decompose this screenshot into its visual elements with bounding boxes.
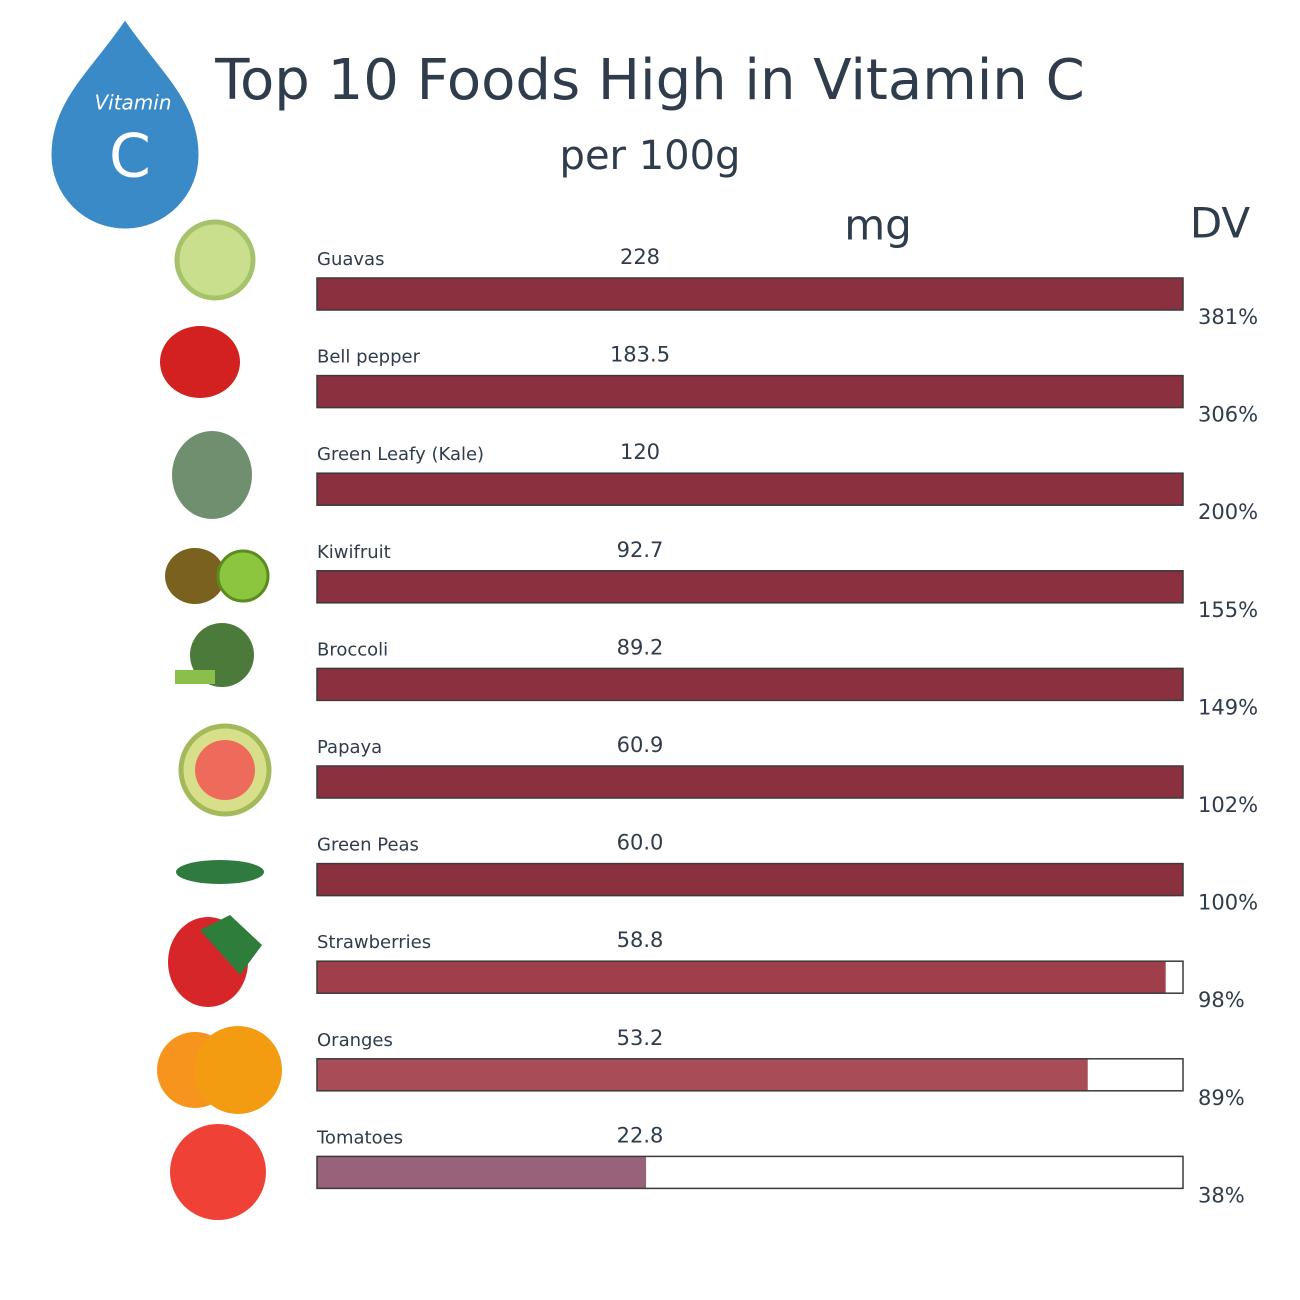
mg-label: 53.2 [617, 1026, 664, 1050]
kiwi-icon [165, 548, 225, 604]
bar-track [316, 862, 1184, 897]
pepper-icon [160, 326, 240, 398]
category-label: Oranges [317, 1030, 393, 1051]
bar [317, 766, 1183, 798]
category-label: Green Peas [317, 835, 419, 856]
category-label: Kiwifruit [317, 542, 391, 563]
peas-icon [176, 860, 264, 884]
bar-track [316, 277, 1184, 311]
mg-label: 89.2 [617, 635, 664, 659]
badge-letter: C [109, 122, 151, 192]
strawberry-leaves [200, 915, 262, 975]
mg-label: 228 [620, 245, 660, 269]
mg-label: 60.9 [617, 733, 664, 757]
dv-label: 100% [1198, 891, 1258, 915]
mg-label: 22.8 [617, 1123, 664, 1147]
mg-label: 92.7 [617, 538, 664, 562]
drop-icon [48, 15, 202, 232]
column-header: DV [1190, 199, 1251, 248]
bar-track [316, 1155, 1184, 1190]
dv-label: 149% [1198, 695, 1258, 719]
bar-track [316, 570, 1184, 604]
dv-label: 381% [1198, 305, 1258, 329]
bar [317, 570, 1183, 603]
badge-label: Vitamin [94, 91, 171, 115]
bar [317, 961, 1166, 994]
dv-label: 102% [1198, 793, 1258, 817]
dv-label: 89% [1198, 1086, 1245, 1110]
mg-label: 183.5 [610, 343, 670, 367]
dv-label: 38% [1198, 1183, 1245, 1207]
dv-label: 306% [1198, 403, 1258, 427]
bar [317, 375, 1183, 408]
mg-label: 60.0 [617, 831, 664, 855]
papaya-flesh [195, 740, 255, 800]
bar-track [316, 374, 1184, 409]
category-label: Green Leafy (Kale) [317, 444, 484, 465]
tomato-icon [170, 1124, 266, 1220]
kale-icon [172, 431, 252, 519]
bar [317, 473, 1183, 506]
bar-track [316, 667, 1184, 702]
bar [317, 1058, 1088, 1091]
broccoli-stem [175, 670, 215, 684]
guava-icon [174, 219, 256, 301]
bar [317, 1156, 647, 1189]
category-label: Guavas [317, 249, 384, 270]
column-header: mg [844, 201, 912, 250]
mg-label: 58.8 [617, 928, 664, 952]
bar-track [316, 765, 1184, 799]
chart-title: Top 10 Foods High in Vitamin C [214, 48, 1084, 113]
category-label: Papaya [317, 737, 382, 758]
chart-subtitle: per 100g [560, 133, 741, 179]
category-label: Broccoli [317, 639, 388, 660]
category-label: Tomatoes [316, 1127, 403, 1148]
bar-track [316, 960, 1184, 994]
bar [317, 668, 1183, 701]
orange-icon [194, 1026, 282, 1114]
kiwi-half-icon [216, 549, 270, 603]
bar-track [316, 472, 1184, 506]
dv-label: 98% [1198, 988, 1245, 1012]
bar [317, 863, 1183, 896]
badge: Vitamin C [48, 15, 202, 232]
category-label: Strawberries [317, 932, 431, 953]
food-icons [157, 219, 282, 1220]
dv-label: 200% [1198, 500, 1258, 524]
category-label: Bell pepper [317, 347, 421, 368]
mg-label: 120 [620, 440, 660, 464]
bar [317, 278, 1183, 310]
bar-track [316, 1058, 1184, 1092]
dv-label: 155% [1198, 598, 1258, 622]
